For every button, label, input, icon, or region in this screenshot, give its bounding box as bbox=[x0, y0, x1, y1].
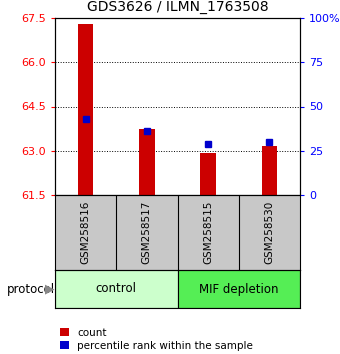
Text: GSM258517: GSM258517 bbox=[142, 201, 152, 264]
Text: protocol: protocol bbox=[7, 282, 55, 296]
Bar bbox=[139, 129, 155, 195]
Text: control: control bbox=[96, 282, 137, 296]
Bar bbox=[201, 153, 216, 195]
Title: GDS3626 / ILMN_1763508: GDS3626 / ILMN_1763508 bbox=[87, 0, 268, 14]
Text: GSM258530: GSM258530 bbox=[265, 201, 274, 264]
Bar bbox=[55, 270, 177, 308]
Bar bbox=[177, 270, 300, 308]
Text: GSM258516: GSM258516 bbox=[81, 201, 91, 264]
Text: GSM258515: GSM258515 bbox=[203, 201, 213, 264]
Bar bbox=[262, 146, 277, 195]
Legend: count, percentile rank within the sample: count, percentile rank within the sample bbox=[60, 328, 253, 351]
Text: MIF depletion: MIF depletion bbox=[199, 282, 278, 296]
Text: ▶: ▶ bbox=[45, 282, 54, 296]
Bar bbox=[78, 24, 93, 195]
